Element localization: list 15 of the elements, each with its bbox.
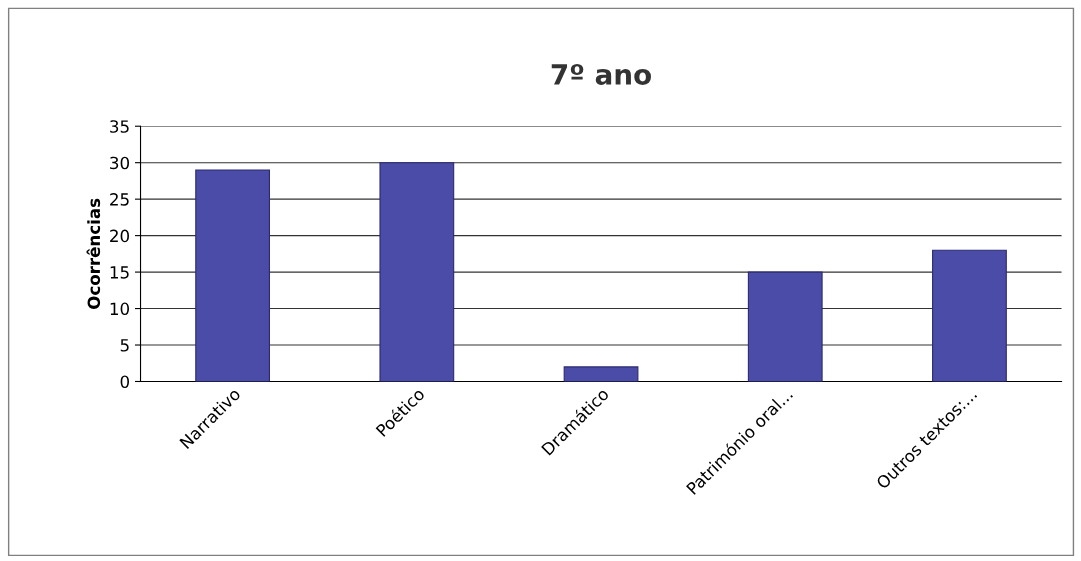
bar (379, 162, 455, 382)
y-tick-label: 5 (120, 339, 129, 352)
y-tick-label: 0 (120, 375, 130, 389)
y-axis-title: Ocorrências (86, 198, 101, 309)
chart-title: 7º ano (551, 63, 651, 85)
y-tick-label: 15 (110, 266, 129, 279)
y-tick-label: 20 (110, 229, 130, 243)
y-tick-label: 25 (110, 193, 129, 206)
y-tick-label: 10 (110, 302, 130, 316)
y-tick-label: 35 (110, 120, 129, 133)
bar (747, 271, 823, 382)
bar (195, 169, 271, 382)
bar (563, 366, 639, 382)
y-tick-label: 30 (110, 156, 130, 170)
bar (932, 249, 1007, 382)
